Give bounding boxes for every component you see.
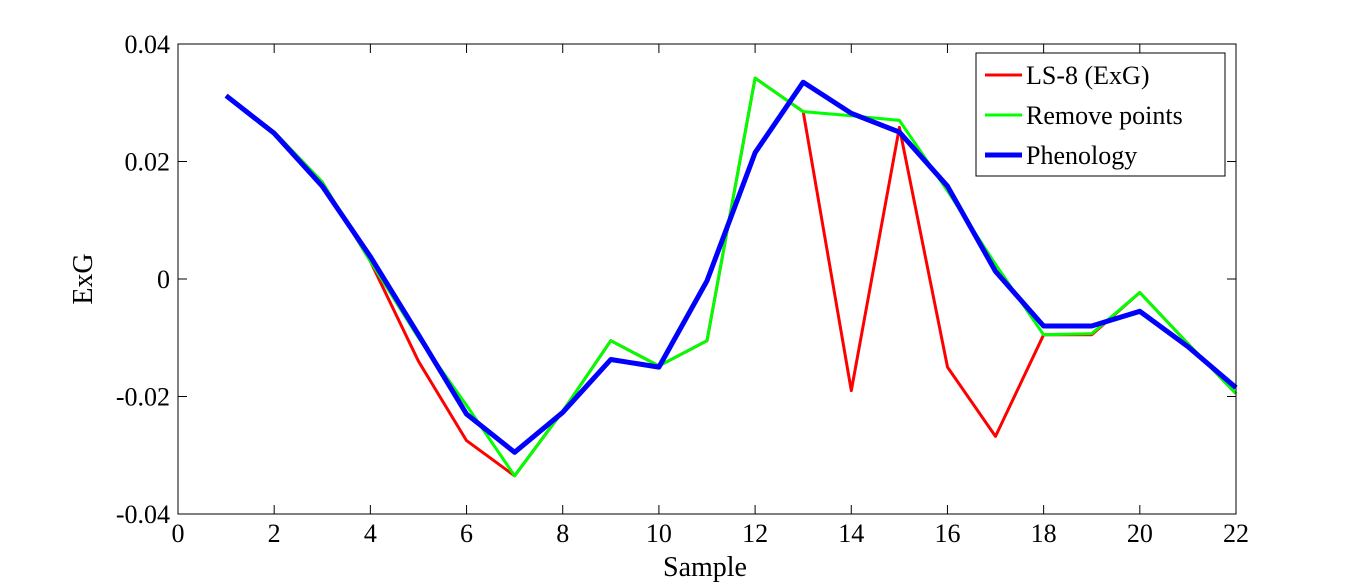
x-axis-label: Sample <box>663 552 747 583</box>
legend-label-3: Phenology <box>1026 141 1137 170</box>
x-tick-label: 12 <box>742 519 768 548</box>
legend: LS-8 (ExG) Remove points Phenology <box>975 52 1226 177</box>
series-line-3 <box>224 79 1238 455</box>
x-tick-label: 4 <box>364 519 377 548</box>
y-tick-label: 0.02 <box>125 148 171 177</box>
x-tick-label: 14 <box>838 519 864 548</box>
y-tick-label: -0.04 <box>116 500 170 529</box>
x-tick-label: 16 <box>934 519 960 548</box>
x-tick-label: 10 <box>646 519 672 548</box>
x-tick-label: 0 <box>172 519 185 548</box>
y-tick-label: 0 <box>157 265 170 294</box>
x-tick-label: 22 <box>1223 519 1249 548</box>
x-tick-label: 2 <box>268 519 281 548</box>
y-tick-label: -0.02 <box>116 383 170 412</box>
y-axis-label: ExG <box>68 253 99 304</box>
x-tick-label: 18 <box>1031 519 1057 548</box>
legend-label-2: Remove points <box>1026 101 1183 130</box>
x-tick-label: 8 <box>556 519 569 548</box>
x-tick-label: 20 <box>1127 519 1153 548</box>
x-tick-label: 6 <box>460 519 473 548</box>
legend-label-1: LS-8 (ExG) <box>1026 61 1149 90</box>
y-tick-label: 0.04 <box>125 30 171 59</box>
